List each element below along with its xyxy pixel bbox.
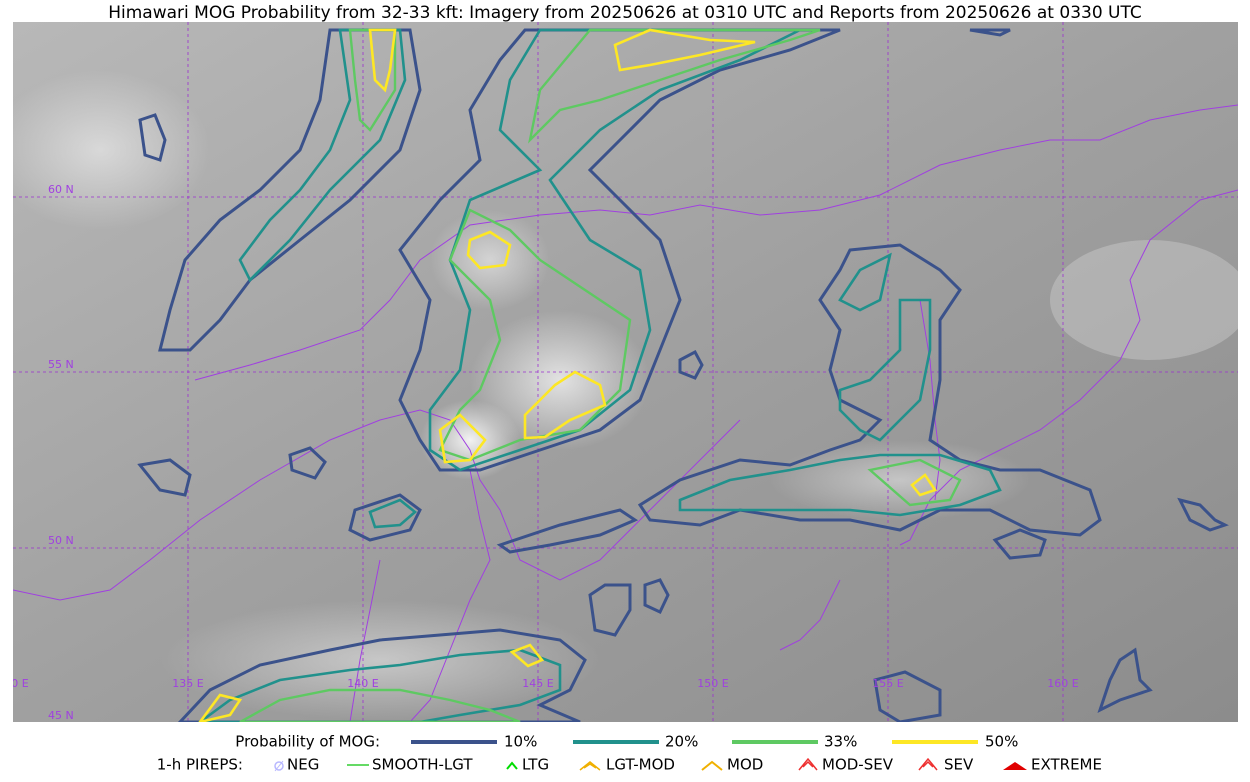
legend: Probability of MOG: 10% 20% 33% 50% 1-h …: [157, 733, 1102, 774]
lon-label: 145 E: [522, 677, 553, 690]
grid: [13, 22, 1238, 722]
lon-label: 150 E: [697, 677, 728, 690]
lon-label: 140 E: [347, 677, 378, 690]
legend-label: MOD: [727, 756, 763, 774]
legend-label: SEV: [944, 756, 974, 774]
legend-title: Probability of MOG:: [235, 733, 380, 751]
lon-label: 160 E: [1047, 677, 1078, 690]
legend-label: 33%: [824, 733, 857, 751]
legend-label: 20%: [665, 733, 698, 751]
legend-label: LGT-MOD: [606, 756, 675, 774]
legend-label: SMOOTH-LGT: [372, 756, 473, 774]
lon-label: 130 E: [0, 677, 29, 690]
lat-label: 50 N: [48, 534, 74, 547]
lon-label: 155 E: [872, 677, 903, 690]
legend-title: 1-h PIREPS:: [157, 756, 243, 774]
lon-label: 135 E: [172, 677, 203, 690]
lat-label: 55 N: [48, 358, 74, 371]
legend-label: EXTREME: [1031, 756, 1102, 774]
lat-label: 45 N: [48, 709, 74, 722]
map: 60 N 55 N 50 N 45 N 130 E 135 E 140 E 14…: [0, 22, 1238, 722]
lat-label: 60 N: [48, 183, 74, 196]
legend-label: 10%: [504, 733, 537, 751]
title: Himawari MOG Probability from 32-33 kft:…: [108, 3, 1142, 23]
legend-label: MOD-SEV: [822, 756, 894, 774]
legend-label: 50%: [985, 733, 1018, 751]
legend-label: NEG: [287, 756, 319, 774]
mog-contours: [137, 28, 1229, 722]
legend-label: LTG: [522, 756, 549, 774]
